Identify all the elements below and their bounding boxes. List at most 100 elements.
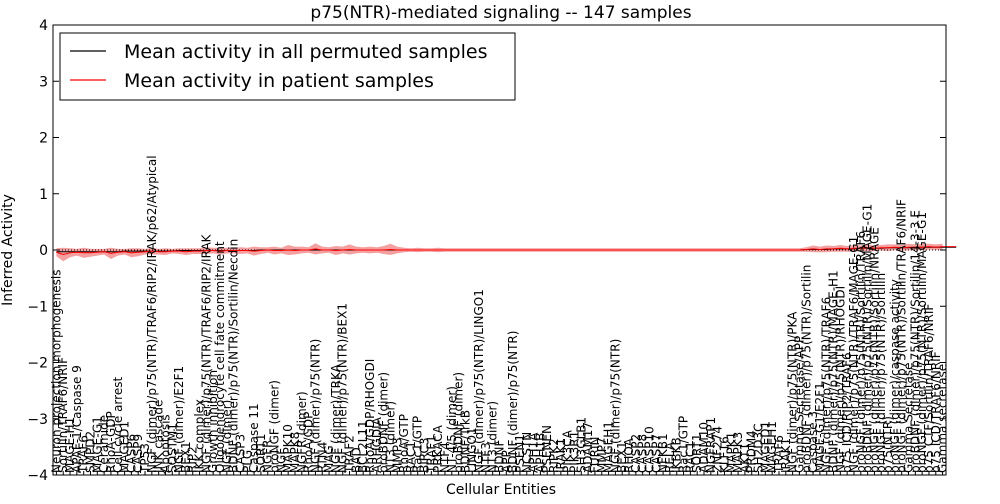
x-tick-label: CASP8 [636, 434, 650, 473]
x-tick-label: proBDNF (dimer) [377, 372, 391, 473]
x-tick-label: NFKB1 [656, 433, 670, 473]
x-tick-label: RAC1 [683, 441, 697, 473]
x-tick-label: SORT1 [690, 434, 704, 474]
x-tick-label: NGF [274, 448, 288, 473]
x-tick-label: BAD [349, 447, 363, 473]
x-tick-label: Gamma Secretase [902, 362, 916, 473]
x-tick-label: NGF (dimer)/TRKA [329, 363, 343, 473]
x-tick-label: proNGF (dimer)/p75(NTR)/Sortilin/TRAF6/N… [895, 199, 909, 473]
x-tick-label: MAGEH1 [765, 421, 779, 473]
x-tick-label: SMPD2 [83, 431, 97, 473]
x-tick-label: p75(NTR) [881, 416, 895, 473]
x-tick-label: CASP7 [649, 434, 663, 473]
x-tick-label: proNGF (dimer)/p75(NTR)/Sortilin/NRAGE [867, 227, 881, 473]
x-tick-label: APAF-1/Caspase 9 [70, 365, 84, 473]
x-tick-label: MAGE-H1 [63, 417, 77, 473]
x-tick-label: TRAF2 [343, 435, 357, 474]
x-tick-label: MAGE-G1 [90, 416, 104, 473]
x-tick-label: RHOA [622, 437, 636, 473]
legend: Mean activity in all permuted samples Mea… [59, 32, 516, 101]
x-tick-label: MAPK10 [281, 424, 295, 473]
x-tick-label: BDNF (dimer)/p75(NTR)/Sortilin/Necdin [227, 239, 241, 473]
x-tick-label: p75 CTF/Sortilin/TRAF6/NRIF [922, 304, 936, 473]
x-tick-label: APH1B [533, 433, 547, 473]
x-tick-label: MAPK1 [724, 432, 738, 473]
x-tick-label: NGF (dimer)/p75(NTR)/BEX1 [336, 303, 350, 473]
x-tick-label: SH3GLB1 [574, 417, 588, 473]
x-tick-label: PIK3R1 [567, 431, 581, 473]
x-tick-label: CASP10 [642, 426, 656, 473]
x-tick-label: BDNF (dimer)/p75(NTR) [506, 331, 520, 473]
x-tick-label: PLG [240, 450, 254, 473]
x-tick-label: Oligodendrocyte cell fate commitment [213, 241, 227, 473]
x-tick-label: TRAF6 [772, 435, 786, 474]
x-tick-label: APH1A [527, 432, 541, 473]
x-tick-label: NGFRAP1 [704, 417, 718, 473]
x-tick-label: proBDNF (dimer) [452, 372, 466, 473]
x-tick-label: SQSTM1 [165, 423, 179, 473]
x-tick-label: NGF (dimer)/p75(NTR)/PKA [786, 311, 800, 473]
x-tick-label: PSENEN [540, 425, 554, 473]
x-tick-label: MMP7 [595, 437, 609, 473]
x-tick-label: FURIN [588, 436, 602, 473]
x-tick-label: RIP2 [186, 446, 200, 473]
x-tick-label: APP [499, 450, 513, 473]
x-tick-label: RAC1 [404, 441, 418, 473]
y-tick-label: −3 [27, 412, 48, 428]
x-tick-label: MAG [322, 445, 336, 473]
x-tick-label: p75 ICD/RIP2/TRAF6 [840, 352, 854, 473]
x-tick-label: RhoA/GDP [302, 412, 316, 473]
x-tick-label: proNGF (dimer)/caspase activity [888, 279, 902, 473]
x-tick-label: AKT1 [738, 443, 752, 473]
x-tick-label: p75 ICD/TRAF6/NRIF [929, 351, 943, 473]
x-tick-label: BDNF [493, 440, 507, 473]
x-tick-label: NT3 (dimer) [486, 401, 500, 473]
legend-label-0: Mean activity in all permuted samples [124, 41, 487, 63]
y-axis-label: Inferred Activity [0, 194, 16, 306]
x-tick-label: NGFR [261, 439, 275, 473]
x-tick-label: RELA [663, 441, 677, 473]
x-tick-label: RIPK2 [547, 438, 561, 473]
x-tick-label: BDNF/TrkB [458, 410, 472, 473]
x-tick-label: ADAM17 [581, 422, 595, 473]
chart-title: p75(NTR)-mediated signaling -- 147 sampl… [310, 3, 691, 23]
x-tick-label: SORT1 [254, 434, 268, 474]
x-tick-label: NGF (dimer)/p75(NTR) [608, 339, 622, 473]
x-tick-label: BIRC3 [418, 437, 432, 473]
x-tick-label: proNGF (dimer)/p75(NTR)/Sortilin/TRAF6 [854, 231, 868, 473]
x-tick-label: NGF (dimer)/p75(NTR)/TRAF6/MAGE-G1 [847, 236, 861, 473]
x-tick-label: TRAF6 [77, 435, 91, 474]
x-tick-label: MAGED1 [758, 421, 772, 473]
x-tick-label: Caspase 3 [806, 411, 820, 473]
x-tick-label: NGF (dimer) [220, 400, 234, 473]
x-tick-label: proNGF (dimer)/p75(NTR)/Sortilin/MAGE-G1 [915, 212, 929, 473]
legend-label-1: Mean activity in patient samples [124, 70, 434, 92]
y-tick-label: −4 [27, 468, 48, 484]
x-axis-label: Cellular Entities [446, 482, 556, 498]
x-tick-label: MMP3 [390, 437, 404, 473]
x-tick-label: JNK cascade [152, 400, 166, 474]
x-tick-label: IRAK1 [779, 438, 793, 473]
x-tick-label: ADAM10 [697, 422, 711, 473]
x-tick-label: NT3 (dimer) [383, 401, 397, 473]
x-tick-label: NTF3 [479, 442, 493, 473]
x-tick-label: Caspase 11 [247, 403, 261, 473]
x-tick-label: MAPK3 [731, 432, 745, 473]
x-tick-label: CASP9 [131, 434, 145, 473]
x-tick-label: IRAK1 [554, 438, 568, 473]
x-tick-label: BEX1 [615, 441, 629, 473]
x-tick-label: RhoA/GTP [397, 414, 411, 473]
x-tick-label: NCSTN [520, 432, 534, 473]
x-tick-label: LINGO1 [465, 427, 479, 473]
x-tick-label: PIK3CA [561, 429, 575, 473]
y-tick-label: 1 [39, 187, 48, 203]
series-line-1 [56, 246, 957, 256]
x-tick-label: NTF4 [438, 442, 452, 473]
x-tick-label: RhoA/GDP/RHOGDI [363, 359, 377, 473]
x-tick-label: proBDNF (dimer)/p75(NTR)/Sortilin/14-3-3… [908, 210, 922, 473]
x-tick-label: Apoptosis [158, 414, 172, 473]
x-tick-label: CASP6 [124, 434, 138, 473]
x-tick-label: PSEN1 [513, 434, 527, 473]
x-tick-label: proBDNF (dimer)/p75(NTR)/Sortilin/MAGE-G… [861, 204, 875, 473]
